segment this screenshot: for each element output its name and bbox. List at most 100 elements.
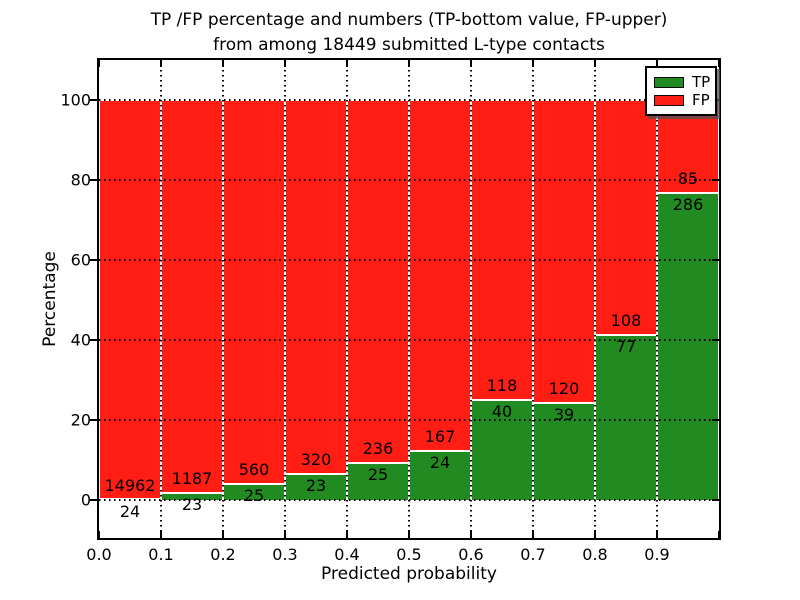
fp-bar-segment	[409, 100, 471, 450]
x-tick-mark	[284, 531, 286, 538]
x-tick-label: 0.3	[272, 545, 298, 564]
bar-group	[285, 100, 347, 500]
y-tick-mark	[90, 419, 97, 421]
x-tick-mark	[160, 531, 162, 538]
fp-bar-segment	[223, 100, 285, 483]
y-tick-mark	[712, 419, 719, 421]
gridline-horizontal	[99, 259, 719, 261]
bar-group	[595, 100, 657, 500]
y-axis-label: Percentage	[40, 251, 60, 347]
x-tick-label: 0.7	[520, 545, 546, 564]
fp-count-label: 560	[238, 459, 270, 479]
legend-item-fp: FP	[654, 90, 710, 109]
fp-count-label: 85	[677, 168, 699, 188]
x-tick-mark	[656, 531, 658, 538]
bar-group	[533, 100, 595, 500]
tp-count-label: 40	[491, 401, 513, 421]
x-tick-label: 0.0	[86, 545, 112, 564]
gridline-vertical	[656, 60, 658, 538]
tp-bar-segment	[657, 191, 719, 500]
y-tick-mark	[712, 259, 719, 261]
x-tick-mark	[408, 60, 410, 67]
fp-count-label: 320	[300, 450, 332, 470]
x-tick-mark	[346, 60, 348, 67]
tp-count-label: 24	[119, 502, 141, 522]
gridline-vertical	[594, 60, 596, 538]
chart-title: TP /FP percentage and numbers (TP-bottom…	[151, 8, 668, 58]
gridline-vertical	[160, 60, 162, 538]
gridline-vertical	[346, 60, 348, 538]
tp-bar-segment	[595, 333, 657, 500]
gridline-horizontal	[99, 179, 719, 181]
x-tick-mark	[284, 60, 286, 67]
bar-group	[657, 100, 719, 500]
tp-bar-segment	[285, 473, 347, 500]
fp-bar-segment	[285, 100, 347, 474]
fp-bar-segment	[471, 100, 533, 399]
x-tick-mark	[98, 531, 100, 538]
x-tick-mark	[532, 531, 534, 538]
y-tick-label: 60	[70, 250, 91, 270]
fp-count-label: 1187	[171, 469, 213, 489]
x-tick-label: 0.5	[396, 545, 422, 564]
chart-title-line2: from among 18449 submitted L-type contac…	[213, 35, 605, 55]
x-tick-label: 0.1	[148, 545, 174, 564]
bar-group	[471, 100, 533, 500]
x-tick-mark	[594, 60, 596, 67]
bar-group	[409, 100, 471, 500]
plot-area: 14962 24 1187 23 560 25 320 23 236 25 167 24 118 40 12…	[90, 58, 721, 540]
tp-count-label: 23	[305, 476, 327, 496]
y-tick-mark	[90, 339, 97, 341]
x-tick-label: 0.9	[644, 545, 670, 564]
x-axis-label: Predicted probability	[321, 564, 497, 584]
y-tick-label: 100	[60, 90, 91, 110]
fp-bar-segment	[595, 100, 657, 334]
y-tick-mark	[90, 99, 97, 101]
tp-count-label: 39	[553, 404, 575, 424]
fp-bar-segment	[347, 100, 409, 462]
x-tick-mark	[656, 60, 658, 67]
tp-count-label: 25	[243, 485, 265, 505]
tp-count-label: 77	[615, 336, 637, 356]
fp-count-label: 108	[610, 310, 642, 330]
gridline-vertical	[284, 60, 286, 538]
tp-count-label: 23	[181, 495, 203, 515]
gridline-vertical	[408, 60, 410, 538]
legend-item-tp: TP	[654, 72, 711, 91]
gridline-vertical	[222, 60, 224, 538]
gridline-vertical	[470, 60, 472, 538]
x-tick-label: 0.4	[334, 545, 360, 564]
fp-bar-segment	[161, 100, 223, 493]
tp-legend-swatch	[654, 76, 684, 88]
x-tick-mark	[594, 531, 596, 538]
fp-legend-label: FP	[692, 90, 710, 109]
y-tick-label: 0	[80, 490, 91, 510]
bar-group	[223, 100, 285, 500]
fp-count-label: 118	[486, 375, 518, 395]
fp-legend-swatch	[654, 94, 684, 106]
y-tick-mark	[90, 259, 97, 261]
tp-count-label: 286	[672, 194, 704, 214]
gridline-vertical	[532, 60, 534, 538]
x-tick-mark	[160, 60, 162, 67]
y-tick-mark	[712, 499, 719, 501]
y-tick-mark	[90, 499, 97, 501]
gridline-horizontal	[99, 419, 719, 421]
gridline-horizontal	[99, 499, 719, 501]
tp-legend-label: TP	[692, 72, 711, 91]
fp-count-label: 236	[362, 438, 394, 458]
gridline-horizontal	[99, 339, 719, 341]
x-tick-mark	[222, 531, 224, 538]
y-tick-mark	[712, 339, 719, 341]
chart-title-line1: TP /FP percentage and numbers (TP-bottom…	[150, 10, 668, 30]
fp-count-label: 120	[548, 378, 580, 398]
x-tick-mark	[470, 60, 472, 67]
x-tick-mark	[470, 531, 472, 538]
bar-group	[161, 100, 223, 500]
x-tick-mark	[532, 60, 534, 67]
tp-count-label: 25	[367, 464, 389, 484]
fp-count-label: 167	[424, 426, 456, 446]
fp-bar-segment	[533, 100, 595, 402]
x-tick-mark	[98, 60, 100, 67]
